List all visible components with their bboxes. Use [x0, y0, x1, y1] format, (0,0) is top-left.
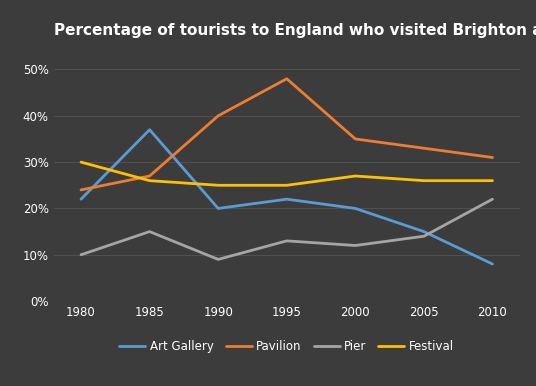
Festival	[215, 183, 221, 188]
Pier	[352, 243, 359, 248]
Festival	[352, 174, 359, 178]
Pier	[78, 252, 84, 257]
Pier	[146, 229, 153, 234]
Pavilion	[284, 76, 290, 81]
Festival	[489, 178, 496, 183]
Art Gallery	[215, 206, 221, 211]
Art Gallery	[421, 229, 427, 234]
Pavilion	[421, 146, 427, 151]
Pavilion	[352, 137, 359, 141]
Art Gallery	[489, 262, 496, 266]
Festival	[284, 183, 290, 188]
Art Gallery	[352, 206, 359, 211]
Line: Festival: Festival	[81, 162, 493, 185]
Festival	[78, 160, 84, 164]
Pier	[421, 234, 427, 239]
Pavilion	[489, 155, 496, 160]
Text: Percentage of tourists to England who visited Brighton attractions: Percentage of tourists to England who vi…	[54, 23, 536, 38]
Pavilion	[78, 188, 84, 192]
Pier	[284, 239, 290, 243]
Line: Art Gallery: Art Gallery	[81, 130, 493, 264]
Art Gallery	[284, 197, 290, 201]
Pier	[215, 257, 221, 262]
Art Gallery	[146, 127, 153, 132]
Pier	[489, 197, 496, 201]
Line: Pavilion: Pavilion	[81, 79, 493, 190]
Legend: Art Gallery, Pavilion, Pier, Festival: Art Gallery, Pavilion, Pier, Festival	[119, 340, 455, 353]
Festival	[146, 178, 153, 183]
Art Gallery	[78, 197, 84, 201]
Line: Pier: Pier	[81, 199, 493, 259]
Pavilion	[146, 174, 153, 178]
Pavilion	[215, 113, 221, 118]
Festival	[421, 178, 427, 183]
